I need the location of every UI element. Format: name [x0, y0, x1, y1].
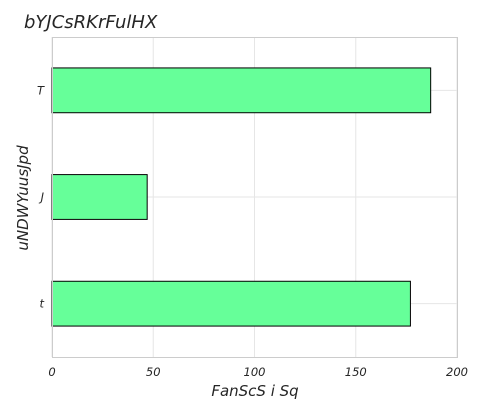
bar-J: [51, 174, 148, 220]
x-axis-label: FanScS i Sq: [211, 382, 298, 400]
x-tick-labels: 0 50 100 150 200: [48, 365, 468, 379]
x-tick-label: 100: [244, 365, 266, 379]
x-tick-label: 200: [446, 365, 468, 379]
x-tick-label: 50: [146, 365, 161, 379]
y-tick-labels: T Jt: [37, 83, 45, 310]
chart-title: bYJCsRKrFulHX: [24, 12, 158, 33]
plot-frame: [52, 37, 458, 358]
x-tick-label: 0: [48, 365, 55, 379]
bar-T: [51, 67, 432, 114]
y-axis-label: uNDWYuusJpd: [14, 145, 32, 251]
y-tick-label: t: [39, 297, 44, 311]
bar-t: [51, 280, 411, 327]
y-tick-label: J: [39, 190, 45, 204]
x-tick-label: 150: [345, 365, 367, 379]
y-tick-label: T: [37, 83, 45, 97]
